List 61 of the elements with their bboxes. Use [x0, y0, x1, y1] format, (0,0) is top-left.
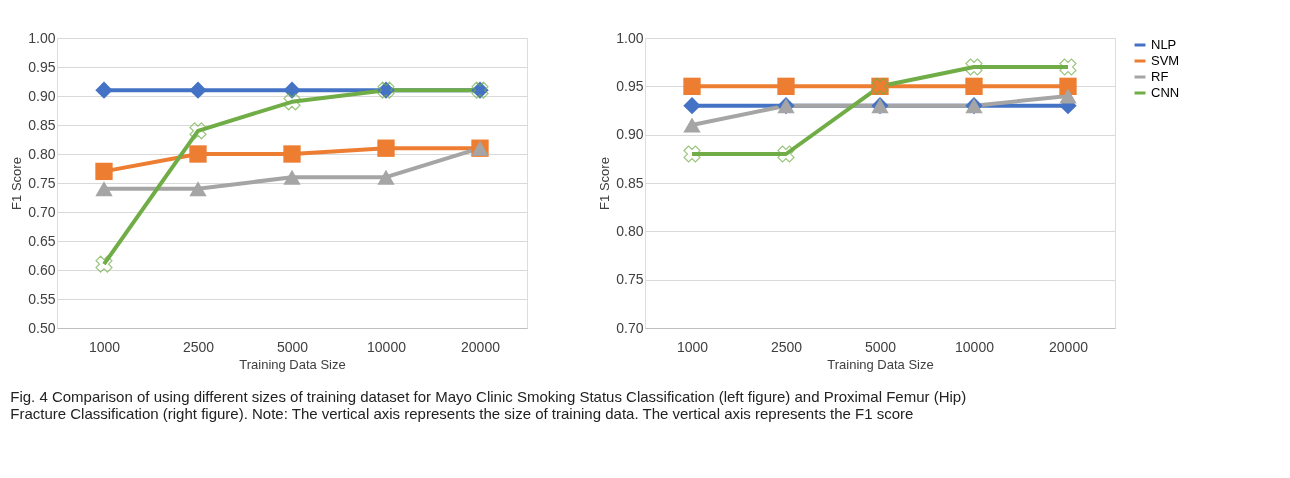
point — [683, 117, 701, 133]
point — [95, 162, 113, 181]
point — [1059, 88, 1077, 104]
point — [189, 122, 207, 140]
y-axis-title: F1 Score — [597, 157, 613, 210]
point — [283, 145, 301, 163]
y-tick-label: 0.90 — [28, 87, 56, 104]
y-tick-label: 0.65 — [28, 232, 56, 249]
point — [683, 77, 701, 95]
y-tick-label: 0.95 — [28, 58, 56, 75]
x-tick-label: 20000 — [461, 338, 501, 355]
legend-label: SVM — [1151, 53, 1180, 68]
y-tick-label: 1.00 — [616, 29, 644, 46]
y-tick-label: 0.80 — [28, 145, 56, 162]
point — [189, 81, 207, 99]
y-tick-label: 0.85 — [616, 174, 644, 191]
y-tick-label: 1.00 — [28, 29, 56, 46]
point — [189, 181, 207, 197]
x-tick-label: 1000 — [676, 338, 709, 355]
x-tick-label: 2500 — [770, 338, 803, 355]
y-tick-label: 0.75 — [28, 174, 56, 191]
legend-label: CNN — [1151, 85, 1180, 100]
caption: Fig. 4 Comparison of using different sizes of training dataset for Mayo Clinic Smoking Status Classification (left figure) and Proximal Femur (Hip) Fracture Classification (right figure). Note: The vertical axis represents the size of training data. The vertical axis represents the F1 score — [10, 387, 967, 422]
x-tick-label: 2500 — [182, 338, 215, 355]
y-tick-label: 0.55 — [28, 290, 56, 307]
y-tick-label: 0.80 — [616, 222, 644, 239]
legend-label: NLP — [1151, 37, 1177, 52]
y-tick-label: 0.70 — [616, 319, 644, 336]
y-tick-label: 0.50 — [28, 319, 56, 336]
point — [965, 77, 983, 95]
x-tick-label: 1000 — [88, 338, 121, 355]
x-tick-label: 10000 — [367, 338, 407, 355]
point — [95, 81, 113, 99]
point — [189, 145, 207, 163]
point — [965, 58, 983, 76]
point — [683, 145, 701, 163]
point — [377, 169, 395, 185]
y-tick-label: 0.95 — [616, 77, 644, 94]
point — [283, 169, 301, 185]
x-axis-title: Training Data Size — [239, 356, 346, 372]
point — [95, 255, 113, 273]
point — [377, 139, 395, 157]
y-tick-label: 0.85 — [28, 116, 56, 133]
point — [777, 77, 795, 95]
y-axis-title: F1 Score — [9, 157, 25, 210]
point — [777, 145, 795, 163]
legend-label: RF — [1151, 69, 1169, 84]
x-tick-label: 20000 — [1049, 338, 1089, 355]
point — [283, 93, 301, 111]
y-tick-label: 0.60 — [28, 261, 56, 278]
x-tick-label: 5000 — [864, 338, 897, 355]
y-tick-label: 0.70 — [28, 203, 56, 220]
point — [95, 181, 113, 197]
x-tick-label: 10000 — [955, 338, 995, 355]
x-axis-title: Training Data Size — [827, 356, 934, 372]
point — [1059, 77, 1077, 95]
y-tick-label: 0.75 — [616, 271, 644, 288]
point — [683, 97, 701, 115]
y-tick-label: 0.90 — [616, 126, 644, 143]
x-tick-label: 5000 — [276, 338, 309, 355]
point — [1059, 58, 1077, 76]
